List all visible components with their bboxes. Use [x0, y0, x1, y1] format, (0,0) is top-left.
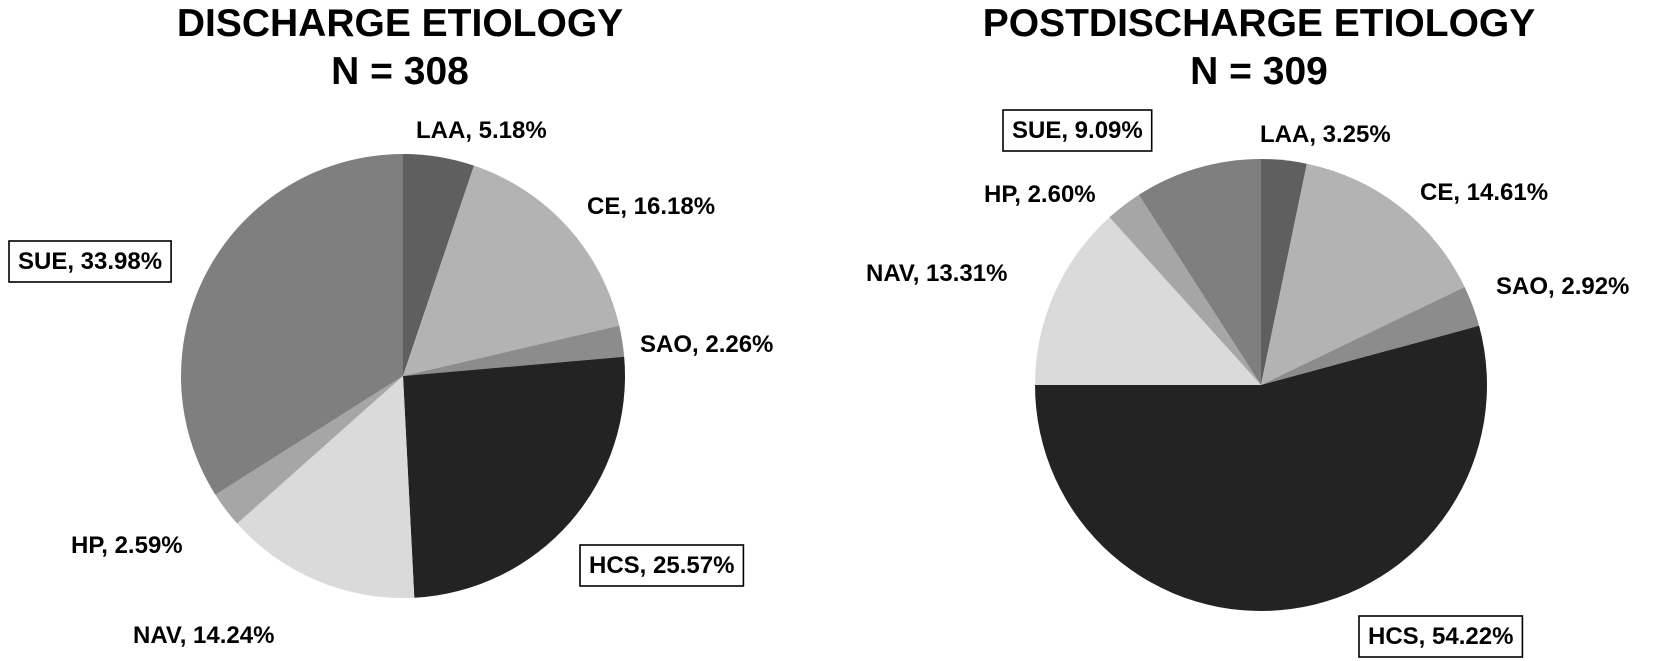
- postdischarge-label-hcs: HCS, 54.22%: [1368, 623, 1513, 650]
- discharge-slice-ce: [403, 165, 620, 376]
- discharge-label-sao: SAO, 2.26%: [640, 331, 773, 358]
- postdischarge-slice-sao: [1261, 286, 1480, 385]
- discharge-chart-title: DISCHARGE ETIOLOGY: [177, 2, 623, 45]
- discharge-labels: LAA, 5.18% CE, 16.18% SAO, 2.26% HCS, 25.57…: [8, 117, 773, 649]
- discharge-label-hcs: HCS, 25.57%: [589, 552, 734, 579]
- discharge-slice-hp: [215, 376, 403, 524]
- postdischarge-labels: LAA, 3.25% CE, 14.61% SAO, 2.92% HCS, 54.22…: [866, 109, 1629, 658]
- discharge-label-box-hcs: [579, 544, 745, 587]
- postdischarge-label-box-hcs: [1358, 615, 1524, 658]
- postdischarge-slice-hcs: [1035, 325, 1487, 612]
- postdischarge-chart-title: POSTDISCHARGE ETIOLOGY: [983, 2, 1536, 45]
- discharge-slice-laa: [403, 153, 474, 376]
- discharge-slice-nav: [237, 376, 415, 598]
- discharge-label-laa: LAA, 5.18%: [416, 117, 547, 144]
- postdischarge-label-sao: SAO, 2.92%: [1496, 273, 1629, 300]
- discharge-chart-n: N = 308: [331, 50, 469, 93]
- discharge-label-ce: CE, 16.18%: [587, 193, 715, 220]
- postdischarge-slice-hp: [1109, 194, 1261, 385]
- discharge-label-nav: NAV, 14.24%: [133, 622, 274, 649]
- discharge-slices: [180, 153, 626, 598]
- discharge-slice-sue: [180, 154, 403, 495]
- postdischarge-chart-n: N = 309: [1190, 50, 1328, 93]
- postdischarge-label-ce: CE, 14.61%: [1420, 179, 1548, 206]
- discharge-label-hp: HP, 2.59%: [71, 532, 183, 559]
- postdischarge-pie-chart: POSTDISCHARGE ETIOLOGY N = 309 LAA, 3.25…: [866, 2, 1629, 658]
- postdischarge-label-laa: LAA, 3.25%: [1260, 121, 1391, 148]
- postdischarge-label-sue: SUE, 9.09%: [1012, 117, 1143, 144]
- discharge-slice-sao: [403, 325, 625, 376]
- postdischarge-label-hp: HP, 2.60%: [984, 181, 1096, 208]
- discharge-pie-chart: DISCHARGE ETIOLOGY N = 308 LAA, 5.18% CE,…: [8, 2, 773, 649]
- postdischarge-slice-laa: [1261, 159, 1307, 385]
- postdischarge-label-nav: NAV, 13.31%: [866, 260, 1007, 287]
- postdischarge-slice-sue: [1138, 159, 1261, 385]
- discharge-label-box-sue: [8, 240, 172, 283]
- postdischarge-slices: [1035, 159, 1487, 612]
- postdischarge-slice-nav: [1035, 217, 1261, 385]
- postdischarge-slice-ce: [1261, 163, 1465, 385]
- discharge-slice-hcs: [403, 356, 626, 598]
- postdischarge-label-box-sue: [1002, 109, 1153, 152]
- discharge-label-sue: SUE, 33.98%: [18, 248, 162, 275]
